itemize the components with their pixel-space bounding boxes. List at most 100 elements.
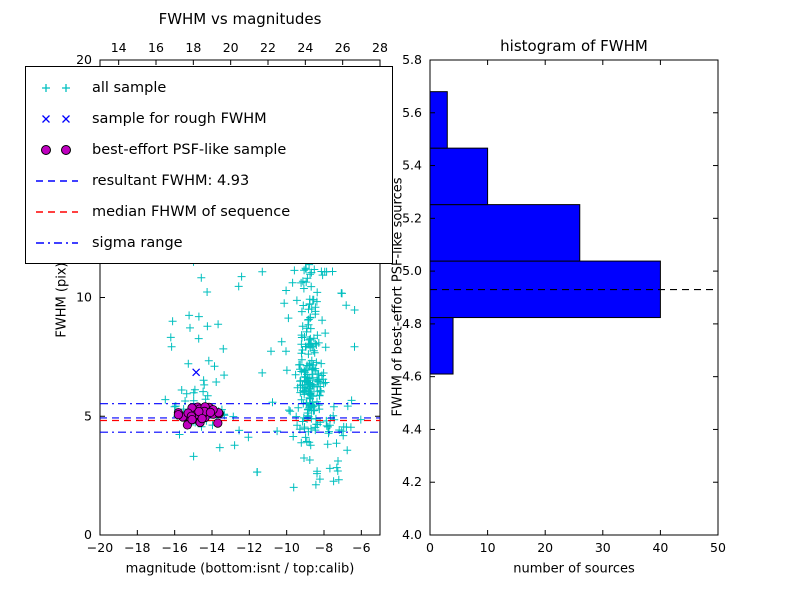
svg-text:−12: −12 <box>236 540 262 555</box>
scatter-point-plus <box>306 389 314 398</box>
legend-label: sigma range <box>92 234 183 251</box>
left-axis-tick-labels: −20 −18 −16 −14 −12 −10 −8 −6 14 16 18 20 22 24 26 28 0 5… <box>76 40 388 555</box>
scatter-point-plus <box>315 391 324 400</box>
svg-text:−8: −8 <box>315 540 333 555</box>
left-plot-ylabel: FWHM (pix) <box>54 262 70 338</box>
scatter-point-plus <box>301 366 310 375</box>
svg-text:5.0: 5.0 <box>402 263 422 278</box>
scatter-point-plus <box>311 307 320 316</box>
svg-text:0: 0 <box>426 540 434 555</box>
scatter-point-circle <box>173 410 183 420</box>
scatter-point-plus <box>166 333 175 342</box>
svg-text:20: 20 <box>537 540 553 555</box>
svg-text:5.4: 5.4 <box>402 158 422 173</box>
scatter-point-plus <box>300 266 309 275</box>
x-marker-icon <box>42 114 70 123</box>
scatter-point-plus <box>332 463 341 472</box>
left-plot-hlines <box>100 403 380 433</box>
scatter-point-plus <box>304 374 313 383</box>
scatter-point-plus <box>161 395 170 404</box>
scatter-point-plus <box>311 339 320 348</box>
scatter-point-plus <box>319 375 328 384</box>
svg-text:24: 24 <box>297 40 313 55</box>
scatter-point-plus <box>310 348 319 357</box>
legend-label: resultant FWHM: 4.93 <box>92 172 250 189</box>
svg-text:16: 16 <box>148 40 164 55</box>
scatter-point-plus <box>307 268 316 277</box>
legend-item: resultant FWHM: 4.93 <box>34 165 384 196</box>
scatter-point-plus <box>306 334 315 343</box>
scatter-point-plus <box>325 464 334 473</box>
svg-text:4.6: 4.6 <box>402 369 422 384</box>
scatter-point-plus <box>189 452 198 461</box>
scatter-point-plus <box>312 297 321 306</box>
scatter-point-plus <box>184 359 193 368</box>
scatter-point-plus <box>313 331 322 340</box>
scatter-point-plus <box>189 388 198 397</box>
scatter-point-plus <box>215 443 224 452</box>
svg-text:26: 26 <box>335 40 351 55</box>
scatter-point-plus <box>329 477 338 486</box>
scatter-point-plus <box>318 316 327 325</box>
scatter-point-plus <box>313 467 322 476</box>
scatter-point-plus <box>300 454 308 462</box>
scatter-point-plus <box>301 433 310 442</box>
scatter-point-plus <box>289 432 298 441</box>
scatter-point-plus <box>194 334 203 343</box>
scatter-point-plus <box>289 483 298 492</box>
svg-text:20: 20 <box>223 40 239 55</box>
scatter-point-plus <box>307 282 316 291</box>
scatter-point-plus <box>298 417 307 426</box>
histogram-bar <box>429 204 581 262</box>
scatter-point-plus <box>199 376 208 385</box>
scatter-point-plus <box>333 467 342 475</box>
scatter-point-plus <box>305 361 314 370</box>
scatter-point-plus <box>235 426 244 435</box>
scatter-point-plus <box>300 390 309 399</box>
scatter-point-plus <box>311 423 320 432</box>
legend-item: best-effort PSF-like sample <box>34 134 384 165</box>
right-plot-title: histogram of FWHM <box>500 37 648 55</box>
scatter-point-plus <box>304 315 313 324</box>
scatter-point-plus <box>342 301 351 310</box>
scatter-point-plus <box>339 431 348 440</box>
scatter-point-plus <box>258 267 267 276</box>
scatter-point-plus <box>343 446 352 455</box>
scatter-point-plus <box>285 406 293 415</box>
svg-text:4.2: 4.2 <box>402 474 422 489</box>
scatter-point-x <box>192 368 201 377</box>
scatter-point-plus <box>315 475 324 484</box>
scatter-point-plus <box>298 277 307 286</box>
scatter-point-plus <box>293 421 302 430</box>
scatter-point-plus <box>309 360 318 369</box>
series-rough-fwhm <box>192 368 201 377</box>
legend-label: sample for rough FWHM <box>92 110 267 127</box>
scatter-point-plus <box>323 440 332 449</box>
scatter-point-plus <box>313 288 322 297</box>
scatter-point-plus <box>182 389 191 398</box>
scatter-point-plus <box>324 422 332 431</box>
scatter-point-plus <box>302 437 311 446</box>
scatter-point-plus <box>329 402 338 411</box>
svg-text:−20: −20 <box>87 540 113 555</box>
scatter-point-circle <box>205 407 215 417</box>
scatter-point-plus <box>185 311 194 320</box>
dashed-line-marker-icon <box>36 210 78 213</box>
scatter-point-plus <box>300 424 309 433</box>
scatter-point-plus <box>306 313 315 322</box>
scatter-point-plus <box>168 317 177 326</box>
scatter-point-plus <box>293 383 302 392</box>
histogram-bar <box>429 147 489 206</box>
svg-text:4.4: 4.4 <box>402 421 422 436</box>
svg-text:18: 18 <box>185 40 201 55</box>
scatter-point-plus <box>330 415 339 424</box>
scatter-point-plus <box>299 301 308 310</box>
scatter-point-plus <box>273 427 282 436</box>
svg-text:4.0: 4.0 <box>402 527 422 542</box>
scatter-point-plus <box>332 439 341 448</box>
scatter-point-plus <box>292 296 301 305</box>
legend-item: median FHWM of sequence <box>34 196 384 227</box>
scatter-point-plus <box>297 331 306 340</box>
scatter-point-plus <box>297 395 306 404</box>
